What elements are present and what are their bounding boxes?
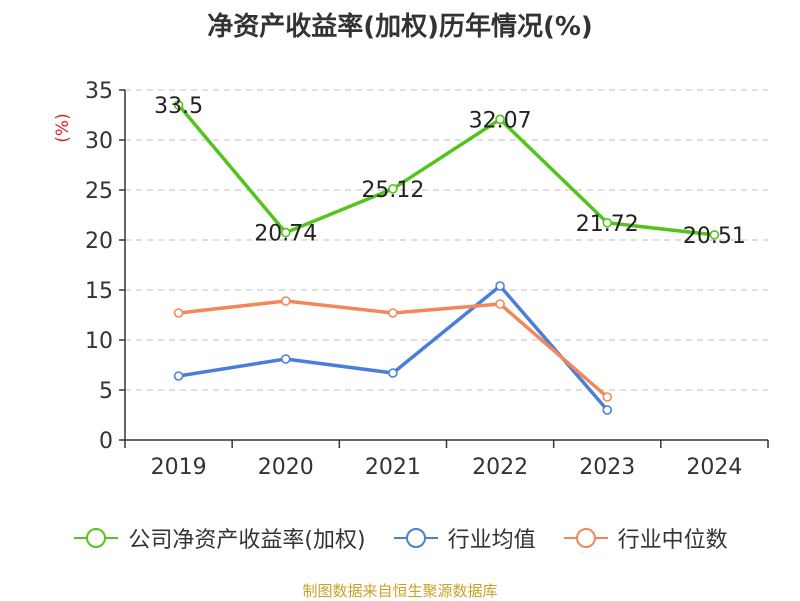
data-point [388,308,398,318]
legend-label: 公司净资产收益率(加权) [128,528,366,553]
legend-label: 行业均值 [447,528,536,553]
data-label: 32.07 [469,108,532,133]
axes: 0 5 10 15 20 25 30 35 2019 2020 2021 2022 2023 2024 [85,79,769,480]
data-point [173,308,184,318]
x-tick-label: 2022 [472,455,528,480]
data-point [173,100,184,110]
y-tick-label: 30 [85,129,113,154]
series-line [177,103,715,237]
y-tick-label: 35 [85,79,113,104]
chart-title: 净资产收益率(加权)历年情况(%) [207,12,593,42]
y-tick-label: 5 [99,379,113,404]
legend-label: 行业中位数 [617,528,728,553]
data-labels: 33.5 20.74 25.12 32.07 21.72 20.51 [154,94,746,249]
data-label: 21.72 [576,212,639,237]
data-label: 20.51 [683,224,746,249]
data-label: 20.74 [254,222,317,247]
grid-lines [125,89,768,391]
data-point [495,281,505,291]
legend-swatch-icon [74,528,119,548]
y-axis-label: (%) [53,113,73,142]
data-point [709,230,720,240]
y-tick-label: 0 [99,429,113,454]
data-point [495,299,505,309]
data-point [280,296,291,306]
legend-swatch-icon [563,528,608,548]
data-point [495,114,505,125]
data-label: 25.12 [361,178,424,203]
data-point [388,184,398,194]
legend-item[interactable]: 行业均值 [392,522,536,554]
y-tick-label: 15 [85,279,113,304]
data-label: 33.5 [154,94,203,119]
data-point [602,392,613,402]
data-point [280,227,291,238]
series-lines [173,100,720,415]
x-tick-label: 2020 [258,455,314,480]
y-tick-label: 20 [85,229,113,254]
y-tick-label: 25 [85,179,113,204]
y-tick-label: 10 [85,329,113,354]
legend: 公司净资产收益率(加权) 行业均值 行业中位数 [0,518,800,558]
data-point [280,354,291,364]
legend-swatch-icon [393,528,438,548]
x-tick-label: 2024 [686,455,742,480]
x-tick-label: 2021 [365,455,421,480]
data-point [602,218,613,228]
data-point [388,368,398,378]
x-tick-label: 2019 [151,455,207,480]
legend-item[interactable]: 公司净资产收益率(加权) [72,522,366,554]
legend-item[interactable]: 行业中位数 [562,522,728,554]
data-point [602,405,613,415]
data-point [173,371,184,381]
source-note: 制图数据来自恒生聚源数据库 [302,582,498,600]
x-tick-label: 2023 [579,455,635,480]
